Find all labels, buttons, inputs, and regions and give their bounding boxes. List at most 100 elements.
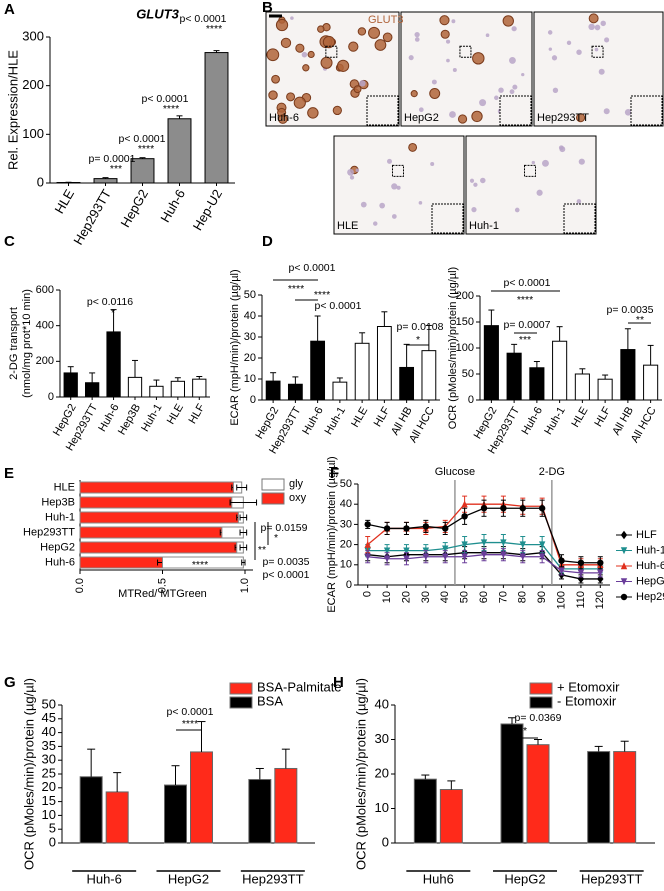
cell xyxy=(473,53,484,64)
bar xyxy=(128,377,141,397)
bar xyxy=(414,779,436,843)
annotation: ** xyxy=(258,544,266,556)
bar xyxy=(107,332,120,397)
y-tick-label: 35 xyxy=(42,738,56,753)
cell xyxy=(333,106,341,114)
cell xyxy=(600,21,605,26)
error-bar xyxy=(113,773,121,792)
cell xyxy=(486,33,490,37)
panel-letter: C xyxy=(4,233,15,250)
cell xyxy=(451,19,455,23)
cell xyxy=(415,37,420,42)
bar xyxy=(266,381,280,400)
cell xyxy=(498,87,503,92)
bar xyxy=(106,792,128,843)
cell xyxy=(269,91,277,99)
point xyxy=(423,523,429,529)
error-bar xyxy=(132,360,138,377)
x-tick-label: 0.0 xyxy=(74,578,86,593)
cell xyxy=(337,60,348,71)
legend-label: gly xyxy=(289,478,304,490)
y-tick-label: 400 xyxy=(36,320,54,332)
cell xyxy=(479,99,486,106)
y-tick-label: 40 xyxy=(42,724,56,739)
annotation: p< 0.0001 xyxy=(166,706,213,718)
bar xyxy=(422,351,436,400)
cell xyxy=(589,14,598,23)
error-bar xyxy=(579,369,585,374)
y-tick-label: 40 xyxy=(375,696,389,711)
x-tick-label: HLE xyxy=(569,405,590,430)
cell xyxy=(441,30,449,38)
point xyxy=(384,525,390,531)
point xyxy=(500,505,506,511)
cell xyxy=(579,159,585,165)
cell xyxy=(471,207,476,212)
error-bar xyxy=(292,377,298,384)
bar xyxy=(94,179,117,183)
annotation: **** xyxy=(138,143,154,155)
x-tick-label: Huh-6 xyxy=(157,187,188,225)
annotation: * xyxy=(416,334,420,346)
cell xyxy=(354,86,361,93)
x-tick-label: HLF xyxy=(372,405,393,429)
x-tick-label: 90 xyxy=(536,591,548,603)
x-tick-label: HLE xyxy=(349,405,370,430)
error-bar xyxy=(89,373,95,383)
cell xyxy=(318,26,325,33)
micrograph-label: Huh-1 xyxy=(469,220,499,232)
cell xyxy=(287,93,295,101)
annotation: * xyxy=(523,725,527,737)
legend-label: oxy xyxy=(289,492,307,504)
bar xyxy=(588,752,610,843)
y-tick-label: 15 xyxy=(42,793,56,808)
y-tick-label: 20 xyxy=(42,779,56,794)
legend-marker xyxy=(621,531,627,539)
cell xyxy=(472,111,482,121)
error-bar xyxy=(256,768,264,779)
cell xyxy=(512,26,517,31)
cell xyxy=(509,57,516,64)
point xyxy=(442,525,448,531)
bar xyxy=(440,790,462,843)
y-tick-label: 20 xyxy=(340,539,352,551)
error-bar xyxy=(447,781,455,790)
y-axis-label: OCR (pMoles/min)/protein (µg/µl) xyxy=(447,267,459,429)
cell xyxy=(599,69,605,75)
y-tick-label: 0 xyxy=(468,394,474,406)
cell xyxy=(503,16,513,26)
cell xyxy=(387,159,392,164)
annotation: p= 0.0007 xyxy=(503,319,550,331)
y-tick-label: 40 xyxy=(340,498,352,510)
cell xyxy=(430,89,440,99)
annotation: **** xyxy=(182,718,198,730)
y-tick-label: 50 xyxy=(462,368,474,380)
error-bar xyxy=(315,316,321,341)
legend-swatch xyxy=(262,479,284,490)
y-tick-label: 20 xyxy=(244,352,256,364)
bar xyxy=(377,327,391,401)
bar xyxy=(553,341,567,400)
y-tick-label: HLE xyxy=(54,481,75,493)
annotation: p= 0.0369 xyxy=(514,712,561,724)
cell xyxy=(347,169,354,176)
point xyxy=(539,505,545,511)
error-bar xyxy=(625,329,631,350)
stain-label: GLUT3 xyxy=(368,14,403,26)
point xyxy=(403,525,409,531)
error-bar xyxy=(359,333,365,344)
bar xyxy=(355,343,369,400)
error-bar xyxy=(198,722,206,752)
legend-swatch xyxy=(230,683,252,694)
x-tick-label: HLE xyxy=(51,186,77,216)
cell xyxy=(281,38,290,47)
x-tick-label: 120 xyxy=(594,591,606,609)
cell xyxy=(458,115,466,123)
annotation: **** xyxy=(288,283,304,295)
cell xyxy=(272,75,280,83)
x-tick-label: Hep-U2 xyxy=(190,187,225,233)
x-tick-label: HLF xyxy=(592,405,613,429)
cell xyxy=(588,24,594,30)
y-tick-label: 30 xyxy=(244,331,256,343)
